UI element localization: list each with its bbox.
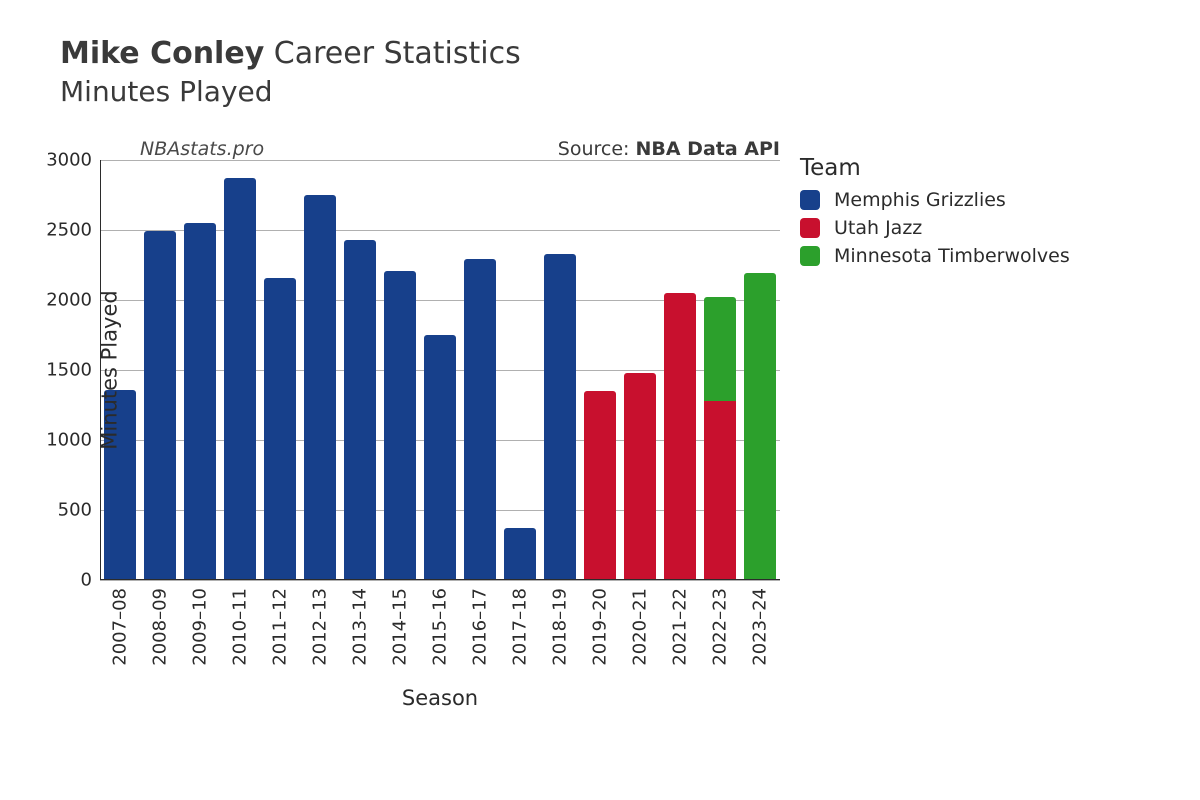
title-bold: Mike Conley [60, 36, 264, 71]
chart-subtitle: Minutes Played [60, 75, 521, 108]
title-block: Mike Conley Career Statistics Minutes Pl… [60, 36, 521, 108]
x-tick-label: 2013–14 [350, 588, 371, 666]
bar-segment [704, 401, 736, 580]
source-text: Source: NBA Data API [558, 138, 780, 160]
y-tick-label: 1000 [32, 430, 92, 451]
bar-segment [424, 335, 456, 580]
bar-segment [224, 178, 256, 580]
legend-item: Minnesota Timberwolves [800, 245, 1070, 267]
bar-segment [344, 240, 376, 580]
legend-label: Memphis Grizzlies [834, 189, 1006, 211]
bar-slot [340, 160, 380, 580]
legend-label: Minnesota Timberwolves [834, 245, 1070, 267]
source-prefix: Source: [558, 138, 636, 160]
bar-slot [700, 160, 740, 580]
bar-segment [304, 195, 336, 580]
bar-slot [540, 160, 580, 580]
legend-item: Memphis Grizzlies [800, 189, 1070, 211]
x-tick-label: 2019–20 [590, 588, 611, 666]
y-tick-label: 0 [32, 570, 92, 591]
bar-segment [624, 373, 656, 580]
legend-label: Utah Jazz [834, 217, 922, 239]
x-tick-label: 2022–23 [710, 588, 731, 666]
bar-slot [740, 160, 780, 580]
x-tick-label: 2016–17 [470, 588, 491, 666]
legend-item: Utah Jazz [800, 217, 1070, 239]
bar-segment [544, 254, 576, 580]
plot-area: NBAstats.pro Source: NBA Data API 050010… [100, 160, 780, 580]
bar-slot [180, 160, 220, 580]
bar-slot [300, 160, 340, 580]
watermark-text: NBAstats.pro [140, 138, 264, 160]
x-tick-label: 2008–09 [150, 588, 171, 666]
x-tick-label: 2020–21 [630, 588, 651, 666]
source-name: NBA Data API [635, 138, 780, 160]
bar-segment [264, 278, 296, 580]
bar-segment [584, 391, 616, 580]
y-tick-label: 3000 [32, 150, 92, 171]
bar-segment [504, 528, 536, 580]
legend-title: Team [800, 155, 1070, 181]
x-axis-label: Season [402, 686, 478, 710]
bar-slot [140, 160, 180, 580]
bar-segment [144, 231, 176, 580]
bar-slot [620, 160, 660, 580]
legend: Team Memphis Grizzlies Utah Jazz Minnesota… [800, 155, 1070, 273]
x-tick-label: 2010–11 [230, 588, 251, 666]
bar-slot [420, 160, 460, 580]
legend-swatch [800, 246, 820, 266]
bar-slot [660, 160, 700, 580]
bar-slot [500, 160, 540, 580]
bar-slot [580, 160, 620, 580]
bar-segment [744, 273, 776, 580]
x-tick-label: 2014–15 [390, 588, 411, 666]
x-tick-label: 2007–08 [110, 588, 131, 666]
bars-area [100, 160, 780, 580]
bar-segment [464, 259, 496, 580]
y-axis-label: Minutes Played [98, 290, 122, 449]
y-tick-label: 1500 [32, 360, 92, 381]
bar-segment [184, 223, 216, 580]
y-tick-label: 500 [32, 500, 92, 521]
title-rest: Career Statistics [264, 36, 520, 71]
y-tick-label: 2000 [32, 290, 92, 311]
bar-slot [460, 160, 500, 580]
bar-slot [380, 160, 420, 580]
x-axis-spine [100, 579, 780, 580]
x-tick-label: 2011–12 [270, 588, 291, 666]
bar-segment [704, 297, 736, 401]
y-tick-label: 2500 [32, 220, 92, 241]
bar-slot [260, 160, 300, 580]
x-tick-label: 2023–24 [750, 588, 771, 666]
x-tick-label: 2009–10 [190, 588, 211, 666]
x-tick-label: 2018–19 [550, 588, 571, 666]
x-tick-label: 2012–13 [310, 588, 331, 666]
bar-segment [384, 271, 416, 580]
chart-title: Mike Conley Career Statistics [60, 36, 521, 71]
legend-swatch [800, 218, 820, 238]
chart-container: Mike Conley Career Statistics Minutes Pl… [0, 0, 1200, 800]
bar-slot [220, 160, 260, 580]
x-tick-label: 2017–18 [510, 588, 531, 666]
x-tick-label: 2021–22 [670, 588, 691, 666]
legend-swatch [800, 190, 820, 210]
gridline [100, 580, 780, 581]
bar-segment [664, 293, 696, 580]
x-tick-label: 2015–16 [430, 588, 451, 666]
